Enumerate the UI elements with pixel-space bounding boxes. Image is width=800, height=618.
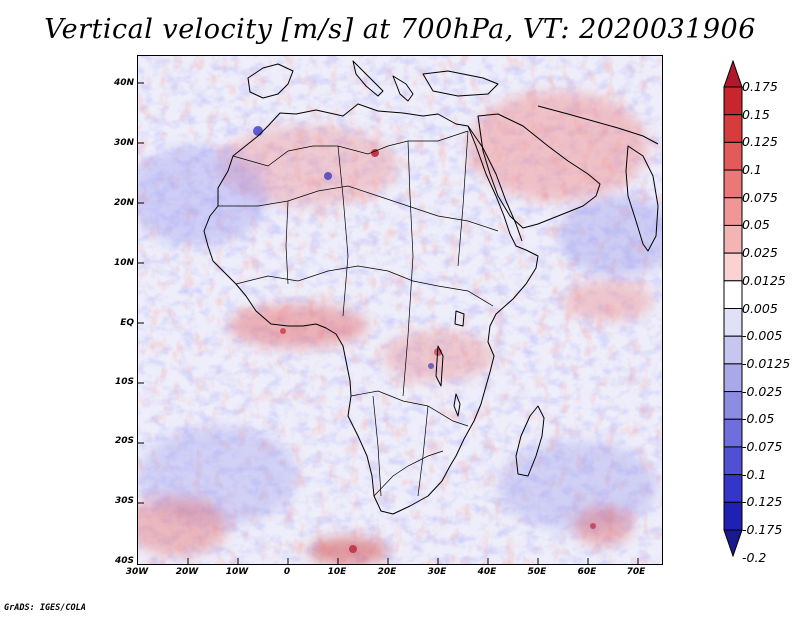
lat-label: 20N xyxy=(113,198,134,208)
colorbar-label: -0.0125 xyxy=(742,355,791,371)
lon-label: 10W xyxy=(225,567,249,577)
lon-label: 0 xyxy=(283,567,291,577)
colorbar-swatch xyxy=(723,86,743,116)
lon-label: 70E xyxy=(626,567,646,577)
colorbar-label: -0.025 xyxy=(742,383,783,399)
country-borders xyxy=(218,130,499,497)
axis-ticks xyxy=(138,82,639,564)
colorbar-swatch xyxy=(723,501,743,531)
lon-label: 10E xyxy=(327,567,347,577)
chart-title: Vertical velocity [m/s] at 700hPa, VT: 2… xyxy=(44,14,756,45)
colorbar-swatch xyxy=(723,169,743,199)
lon-label: 30W xyxy=(125,567,149,577)
colorbar-top-triangle xyxy=(723,60,743,88)
colorbar-label: 0.005 xyxy=(742,300,778,316)
colorbar-swatch xyxy=(723,363,743,393)
colorbar-label: 0.075 xyxy=(742,189,778,205)
colorbar-swatch xyxy=(723,252,743,282)
lon-label: 20E xyxy=(377,567,397,577)
colorbar-swatch xyxy=(723,391,743,420)
lat-label: 10N xyxy=(113,258,134,268)
lat-label: 30N xyxy=(113,138,134,148)
colorbar-label: -0.005 xyxy=(742,328,783,344)
lat-label: EQ xyxy=(120,318,134,328)
colorbar-swatch xyxy=(723,308,743,337)
colorbar-label: 0.025 xyxy=(742,245,778,261)
colorbar-swatch xyxy=(723,114,743,143)
lat-label: 40S xyxy=(114,556,134,566)
lat-label: 40N xyxy=(113,78,134,88)
colorbar-label: -0.125 xyxy=(742,494,783,510)
coastlines xyxy=(203,60,659,515)
lon-label: 50E xyxy=(527,567,547,577)
colorbar-label: -0.175 xyxy=(742,522,783,537)
colorbar-label: -0.075 xyxy=(742,438,783,454)
colorbar-swatch xyxy=(723,224,743,254)
colorbar-swatch xyxy=(723,141,743,171)
colorbar-swatch xyxy=(723,446,743,476)
colorbar-swatch xyxy=(723,474,743,503)
colorbar-label: -0.1 xyxy=(742,466,767,482)
lat-label: 10S xyxy=(114,377,134,387)
colorbar-label: 0.05 xyxy=(742,217,770,233)
colorbar-swatch xyxy=(723,197,743,226)
colorbar-label: 0.0125 xyxy=(742,272,786,288)
colorbar-swatch xyxy=(723,280,743,309)
colorbar-label: 0.125 xyxy=(742,134,778,150)
colorbar-label: 0.1 xyxy=(742,162,762,178)
colorbar-label: -0.2 xyxy=(742,549,767,565)
colorbar-swatch xyxy=(723,418,743,448)
credit-text: GrADS: IGES/COLA xyxy=(4,603,86,613)
lon-label: 20W xyxy=(175,567,199,577)
map-panel xyxy=(137,55,663,565)
lat-label: 30S xyxy=(114,496,134,506)
lon-label: 60E xyxy=(577,567,597,577)
colorbar-label: 0.175 xyxy=(742,79,778,94)
colorbar-swatch xyxy=(723,335,743,365)
colorbar-label: 0.15 xyxy=(742,106,770,122)
colorbar xyxy=(723,60,743,557)
lat-label: 20S xyxy=(114,436,134,446)
lon-label: 40E xyxy=(477,567,497,577)
lon-label: 30E xyxy=(427,567,447,577)
colorbar-label: -0.05 xyxy=(742,411,775,427)
vertical-velocity-map xyxy=(138,56,662,564)
colorbar-bottom-triangle xyxy=(723,529,743,557)
